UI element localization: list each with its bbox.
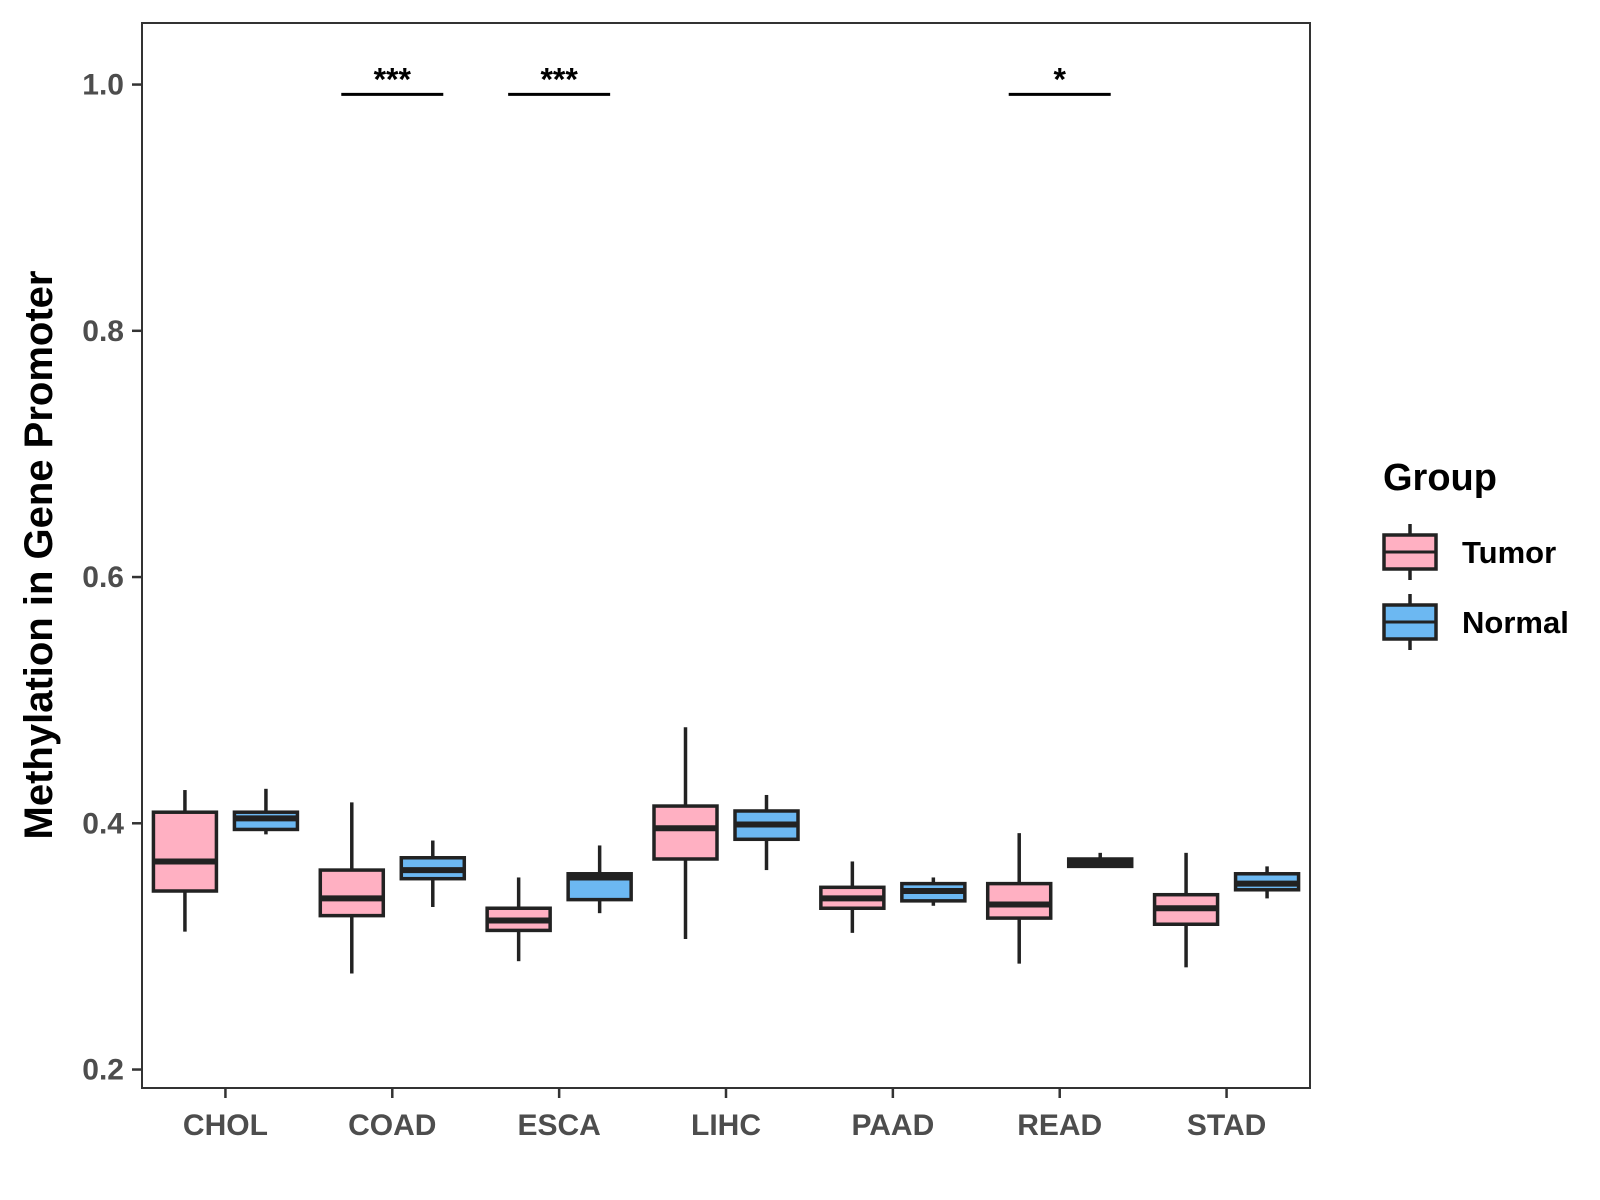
legend-key-tumor xyxy=(1382,524,1438,580)
significance-label: * xyxy=(1053,61,1066,97)
box-iqr xyxy=(318,868,386,918)
x-tick-label: READ xyxy=(1017,1109,1102,1142)
x-tick-label: LIHC xyxy=(691,1109,761,1142)
legend-label-tumor: Tumor xyxy=(1462,535,1556,570)
y-tick-label: 0.4 xyxy=(82,807,124,840)
significance-label: *** xyxy=(374,61,412,97)
box-normal-read xyxy=(1066,852,1134,869)
box-tumor-lihc xyxy=(652,727,719,940)
box-normal-coad xyxy=(399,840,467,908)
box-iqr xyxy=(985,881,1053,920)
box-normal-esca xyxy=(566,845,633,914)
box-tumor-chol xyxy=(151,790,219,932)
plot-panel-border xyxy=(141,22,1311,1089)
y-tick-label: 1.0 xyxy=(82,69,124,102)
legend-key-normal xyxy=(1382,594,1438,650)
y-tick-label: 0.6 xyxy=(82,561,124,594)
box-tumor-esca xyxy=(485,877,552,962)
y-tick-label: 0.8 xyxy=(82,315,124,348)
legend: Group Tumor Normal xyxy=(1382,457,1569,650)
box-tumor-read xyxy=(985,833,1053,964)
box-tumor-coad xyxy=(318,802,386,974)
x-tick-label: ESCA xyxy=(517,1109,600,1142)
y-axis-title: Methylation in Gene Promoter xyxy=(17,271,61,840)
box-normal-chol xyxy=(232,788,300,835)
x-tick-label: PAAD xyxy=(851,1109,934,1142)
x-tick-label: STAD xyxy=(1187,1109,1266,1142)
box-normal-stad xyxy=(1233,866,1301,899)
box-normal-lihc xyxy=(733,794,800,871)
significance-label: *** xyxy=(540,61,578,97)
x-tick-label: COAD xyxy=(348,1109,436,1142)
legend-label-normal: Normal xyxy=(1462,605,1569,640)
box-iqr xyxy=(652,804,719,861)
box-iqr xyxy=(151,810,219,893)
legend-title: Group xyxy=(1383,457,1497,499)
box-tumor-stad xyxy=(1152,852,1220,968)
y-tick-label: 0.2 xyxy=(82,1054,124,1087)
x-tick-label: CHOL xyxy=(183,1109,268,1142)
plot-area: 0.2 0.4 0.6 0.8 1.0 CHOL COAD ESCA LIHC PAAD READ S… xyxy=(82,22,1311,1142)
box-normal-paad xyxy=(900,877,967,906)
box-tumor-paad xyxy=(819,861,886,933)
